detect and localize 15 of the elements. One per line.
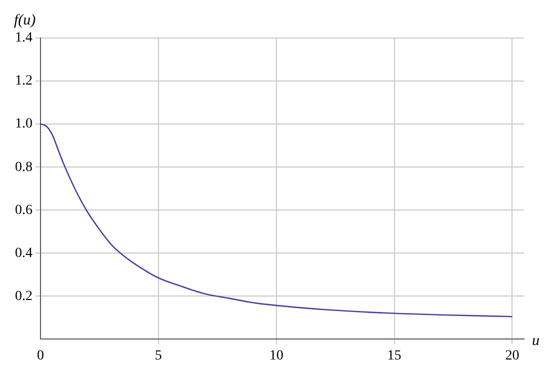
y-tick-label: 1.2 bbox=[15, 74, 32, 89]
x-axis-title: u bbox=[532, 333, 540, 350]
x-tick-label: 15 bbox=[387, 348, 402, 364]
y-tick-label: 0.8 bbox=[15, 160, 32, 175]
y-tick-label: 0.6 bbox=[15, 202, 32, 218]
y-tick-label: 1.4 bbox=[15, 30, 32, 46]
x-tick-label: 0 bbox=[37, 348, 44, 364]
x-tick-label: 20 bbox=[505, 348, 520, 364]
y-tick-label: 1.0 bbox=[15, 116, 32, 132]
y-tick-label: 0.2 bbox=[15, 288, 32, 304]
y-axis-title: f(u) bbox=[14, 12, 36, 28]
x-tick-label: 10 bbox=[269, 348, 284, 364]
x-tick-label: 5 bbox=[154, 348, 162, 364]
line-series bbox=[40, 123, 513, 318]
y-tick-label: 0.4 bbox=[15, 246, 32, 261]
